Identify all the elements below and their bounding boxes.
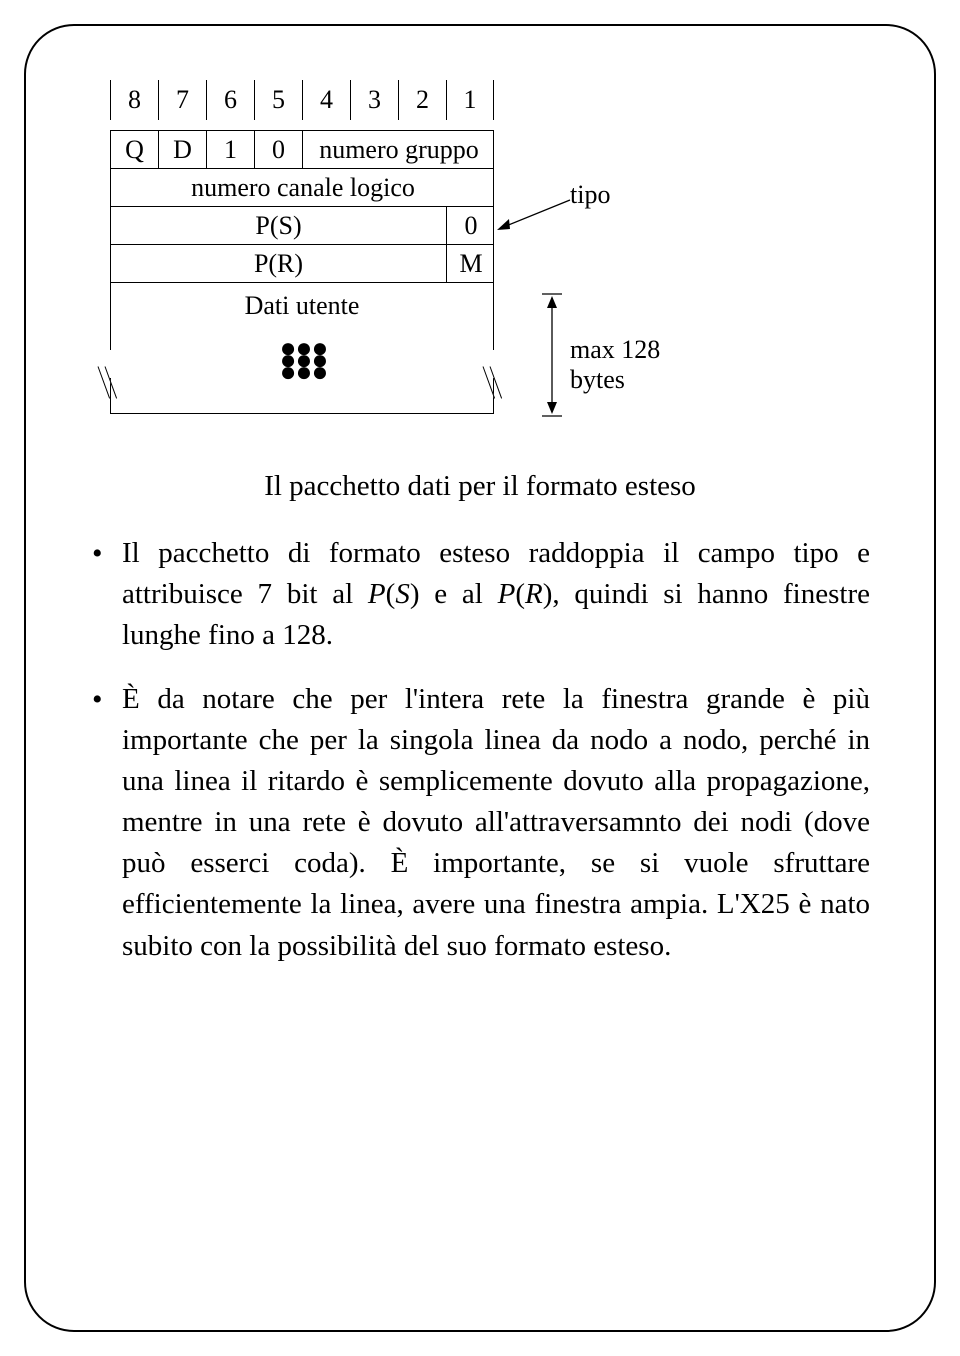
cell-1: 1 — [207, 131, 255, 168]
cell-PS: P(S) — [111, 207, 447, 244]
ellipsis-icon: ● ● ●● ● ●● ● ● — [280, 343, 325, 379]
bit-2: 2 — [398, 80, 446, 120]
cell-PS-0: 0 — [447, 207, 495, 244]
bit-6: 6 — [206, 80, 254, 120]
bit-4: 4 — [302, 80, 350, 120]
bullet-2: È da notare che per l'intera rete la fin… — [90, 679, 870, 967]
annot-max: max 128 bytes — [570, 335, 710, 395]
figure-caption: Il pacchetto dati per il formato esteso — [130, 470, 830, 503]
packet-table: Q D 1 0 numero gruppo numero canale logi… — [110, 130, 494, 414]
bit-5: 5 — [254, 80, 302, 120]
cell-logic-channel: numero canale logico — [111, 169, 495, 206]
cell-group: numero gruppo — [303, 131, 495, 168]
bullet-1: Il pacchetto di formato esteso raddoppia… — [90, 533, 870, 657]
bit-3: 3 — [350, 80, 398, 120]
cell-userdata: Dati utente ● ● ●● ● ●● ● ● — [111, 283, 493, 413]
arrow-max-bytes — [542, 290, 562, 420]
cell-PR-M: M — [447, 245, 495, 282]
packet-diagram: 8 7 6 5 4 3 2 1 Q D 1 0 numero gruppo nu… — [90, 80, 710, 430]
cell-PR: P(R) — [111, 245, 447, 282]
bit-1: 1 — [446, 80, 494, 120]
bit-8: 8 — [110, 80, 158, 120]
cell-Q: Q — [111, 131, 159, 168]
userdata-label: Dati utente — [111, 283, 493, 321]
arrow-tipo — [495, 198, 575, 238]
bullet-list: Il pacchetto di formato esteso raddoppia… — [90, 533, 870, 967]
annot-tipo: tipo — [570, 180, 610, 210]
bit-7: 7 — [158, 80, 206, 120]
cell-D: D — [159, 131, 207, 168]
cell-0: 0 — [255, 131, 303, 168]
